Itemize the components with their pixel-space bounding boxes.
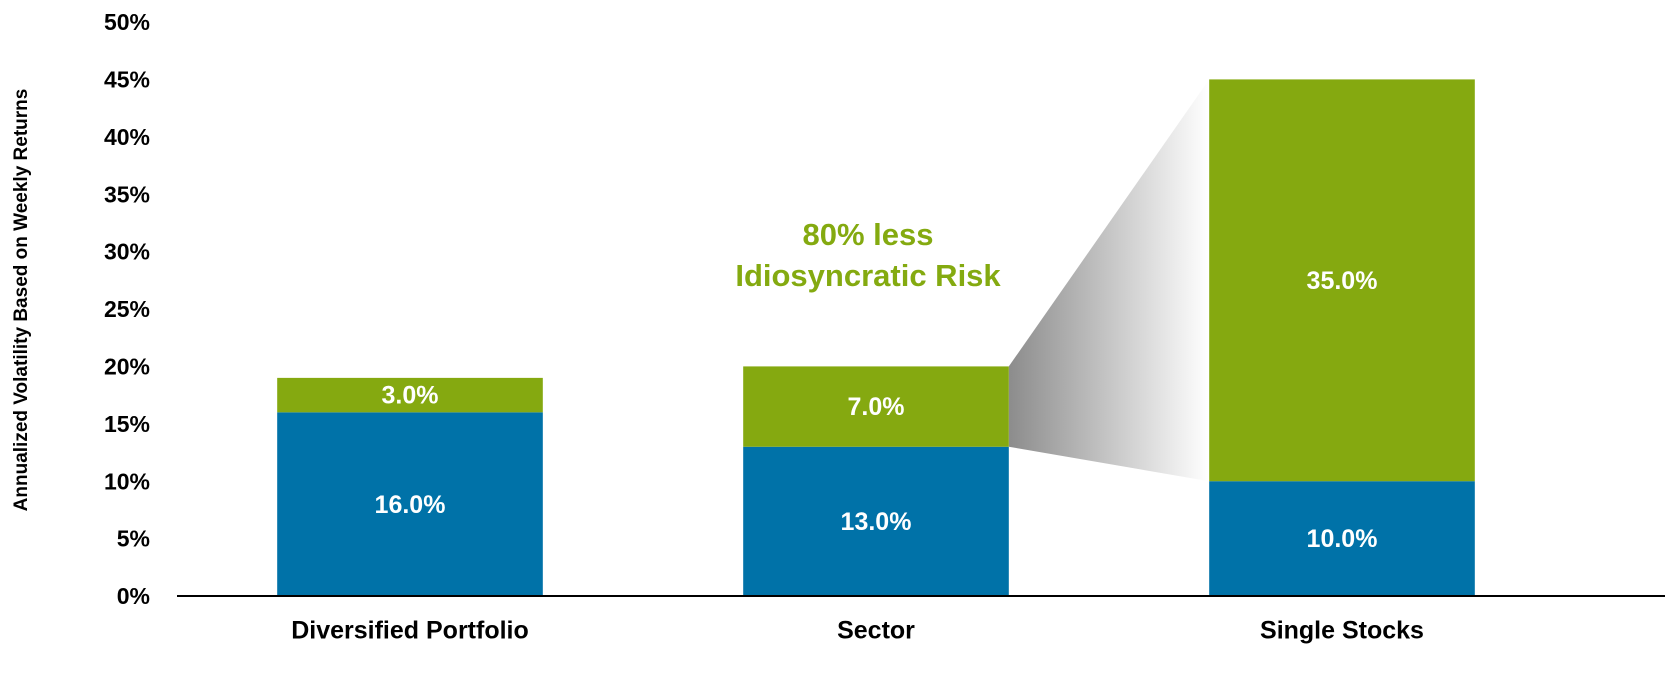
y-tick-label: 10% (104, 468, 150, 494)
y-tick-label: 30% (104, 239, 150, 265)
y-tick-label: 50% (104, 9, 150, 35)
bar-segment (743, 366, 1009, 447)
bar-segment (277, 412, 543, 596)
y-tick-label: 35% (104, 181, 150, 207)
y-tick-label: 5% (117, 526, 150, 552)
data-label: 10.0% (1307, 525, 1378, 553)
data-label: 7.0% (848, 393, 905, 421)
y-tick-label: 20% (104, 353, 150, 379)
x-tick-label: Single Stocks (1260, 617, 1424, 645)
annotation: Idiosyncratic Risk (735, 258, 1001, 293)
connector (1008, 79, 1210, 482)
x-tick-label: Sector (837, 617, 915, 645)
y-tick-label: 0% (117, 583, 150, 609)
y-tick-label: 40% (104, 124, 150, 150)
bar-segment (1209, 481, 1475, 596)
data-label: 35.0% (1307, 267, 1378, 295)
data-label: 3.0% (382, 382, 439, 410)
bar-segment (743, 446, 1009, 596)
y-tick-label: 25% (104, 296, 150, 322)
bar-segment (1209, 79, 1475, 482)
y-axis-label: Annualized Volatility Based on Weekly Re… (11, 89, 32, 512)
annotation: 80% less (803, 217, 934, 252)
y-tick-label: 15% (104, 411, 150, 437)
bar-segment (277, 377, 543, 413)
data-label: 16.0% (375, 491, 446, 519)
data-label: 13.0% (841, 508, 912, 536)
y-tick-label: 45% (104, 66, 150, 92)
x-tick-label: Diversified Portfolio (291, 617, 529, 645)
